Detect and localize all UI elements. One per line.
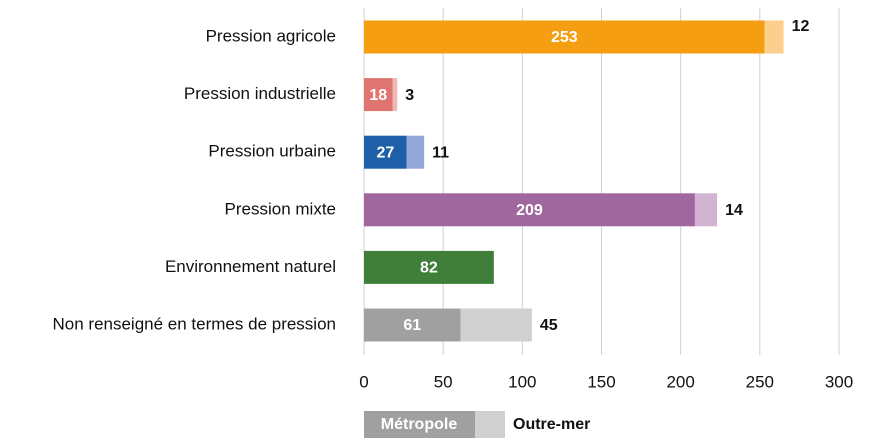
x-tick-label: 150 xyxy=(587,372,615,391)
bar-segment xyxy=(364,20,765,54)
bar-segment xyxy=(364,250,494,284)
category-label: Environnement naturel xyxy=(165,257,336,276)
value-label: 27 xyxy=(376,144,394,161)
value-label: 18 xyxy=(369,87,387,104)
value-label: 14 xyxy=(725,202,743,219)
value-label: 3 xyxy=(405,87,414,104)
bar-segment xyxy=(764,20,784,54)
x-tick-label: 0 xyxy=(359,372,368,391)
legend-label: Outre-mer xyxy=(513,416,590,433)
value-label: 209 xyxy=(516,202,543,219)
bar-segment xyxy=(364,308,461,342)
bar-segment xyxy=(364,135,407,169)
category-label: Pression mixte xyxy=(225,199,336,218)
x-tick-label: 300 xyxy=(825,372,853,391)
category-label: Pression industrielle xyxy=(184,84,336,103)
x-tick-label: 100 xyxy=(508,372,536,391)
value-label: 12 xyxy=(792,18,810,35)
value-label: 61 xyxy=(403,317,421,334)
value-label: 11 xyxy=(432,144,449,161)
legend-swatch xyxy=(475,411,505,438)
value-label: 82 xyxy=(420,260,438,277)
category-label: Pression agricole xyxy=(206,26,336,45)
category-label: Non renseigné en termes de pression xyxy=(53,314,337,333)
legend-swatch xyxy=(364,411,475,438)
x-tick-label: 50 xyxy=(434,372,453,391)
value-label: 253 xyxy=(551,29,578,46)
category-label: Pression urbaine xyxy=(208,142,336,161)
bar-segment xyxy=(392,78,398,112)
x-tick-label: 250 xyxy=(746,372,774,391)
bar-segment xyxy=(694,193,718,227)
bar-segment xyxy=(364,193,695,227)
bar-segment xyxy=(364,78,393,112)
x-tick-label: 200 xyxy=(666,372,694,391)
bar-segment xyxy=(406,135,425,169)
value-label: 45 xyxy=(540,317,558,334)
bar-segment xyxy=(460,308,532,342)
legend-label: Métropole xyxy=(381,416,458,433)
